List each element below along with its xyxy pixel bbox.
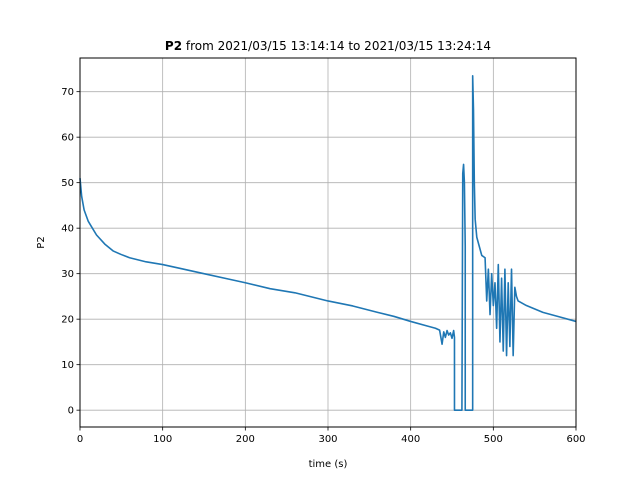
x-tick-label: 200 [236,434,255,445]
x-tick-label: 500 [484,434,503,445]
chart-title: P2 from 2021/03/15 13:14:14 to 2021/03/1… [165,39,491,53]
y-tick-label: 20 [61,315,74,326]
series-line [79,74,577,411]
y-axis-label: P2 [36,236,47,248]
y-axis: 0 10 20 30 40 50 60 70 [61,87,80,417]
y-tick-label: 40 [61,224,74,235]
y-tick-label: 30 [61,269,74,280]
grid-lines [79,58,577,427]
x-tick-label: 0 [77,434,83,445]
x-tick-label: 100 [153,434,172,445]
x-axis-label: time (s) [309,459,348,470]
y-tick-label: 60 [61,133,74,144]
x-tick-label: 300 [318,434,337,445]
x-axis: 0 100 200 300 400 500 600 [77,427,586,445]
y-tick-label: 50 [61,178,74,189]
x-tick-label: 400 [401,434,420,445]
y-tick-label: 10 [61,360,74,371]
x-tick-label: 600 [566,434,585,445]
chart-title-bold: P2 [165,39,182,53]
chart-title-rest: from 2021/03/15 13:14:14 to 2021/03/15 1… [182,39,491,53]
y-tick-label: 0 [68,406,74,417]
y-tick-label: 70 [61,87,74,98]
plot-area [79,74,577,411]
